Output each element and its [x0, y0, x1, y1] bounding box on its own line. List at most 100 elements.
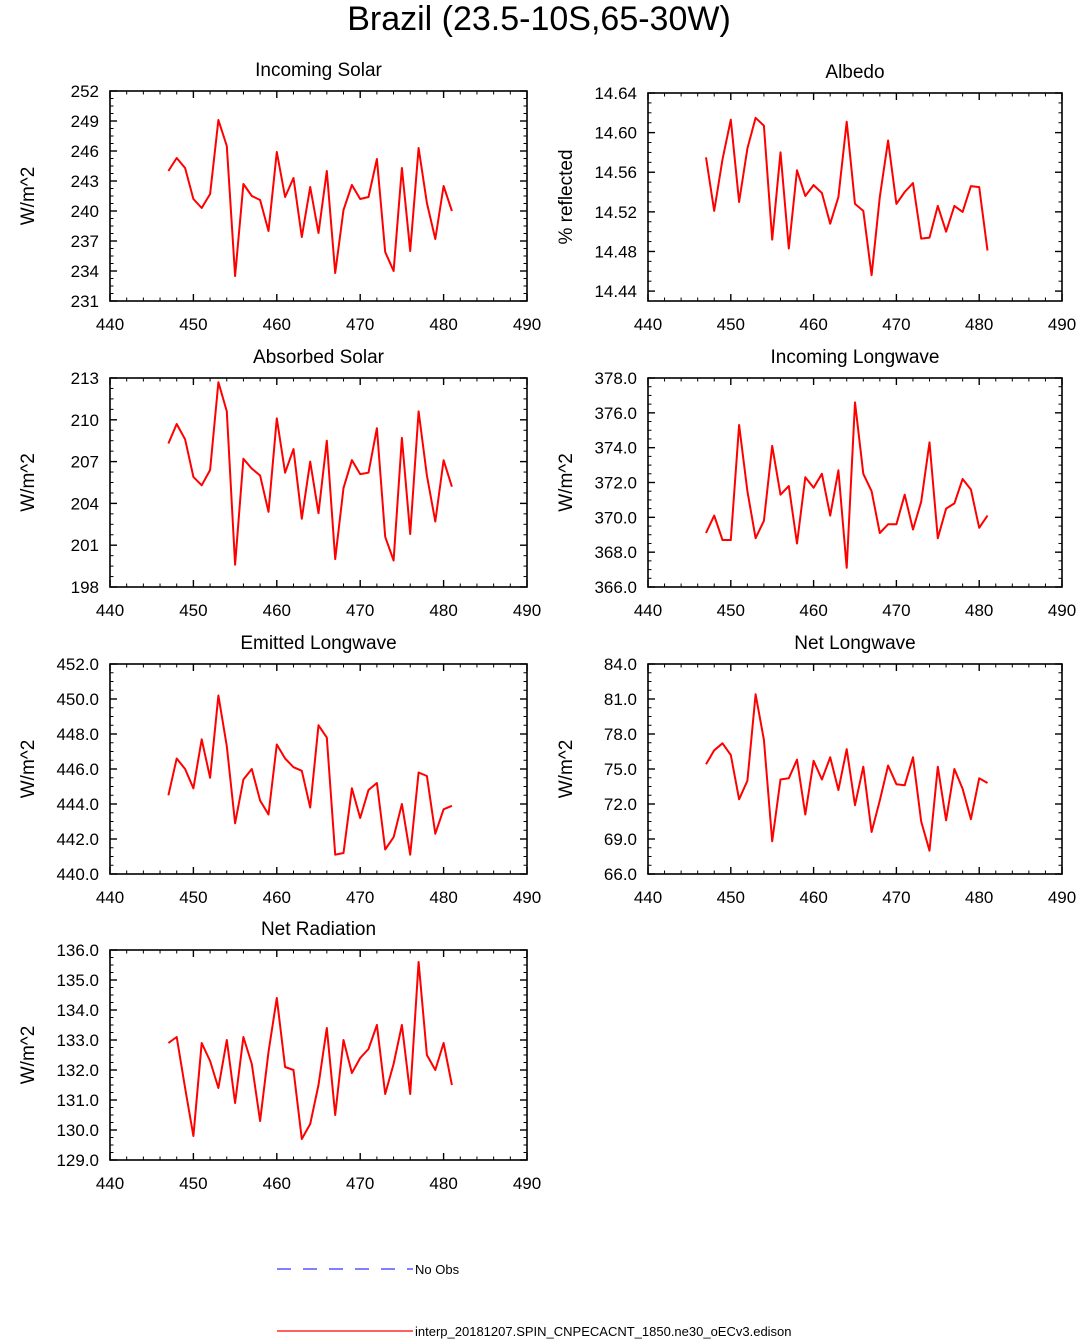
y-tick-label: 240 [71, 202, 99, 221]
data-point [846, 567, 848, 569]
data-point [862, 765, 864, 767]
data-point [804, 813, 806, 815]
data-point [401, 437, 403, 439]
data-point [730, 539, 732, 541]
y-tick-label: 446.0 [56, 760, 99, 779]
series-line-model [167, 961, 453, 1140]
data-point [978, 186, 980, 188]
y-tick-label: 442.0 [56, 830, 99, 849]
data-point [434, 833, 436, 835]
plot-frame [647, 92, 1063, 302]
panel-title: Emitted Longwave [240, 633, 396, 654]
data-point [970, 185, 972, 187]
data-point [267, 230, 269, 232]
x-tick-label: 460 [799, 601, 827, 620]
y-tick-label: 69.0 [604, 830, 637, 849]
data-point [176, 423, 178, 425]
data-point [451, 1084, 453, 1086]
data-point [167, 442, 169, 444]
data-point [721, 539, 723, 541]
data-point [234, 1102, 236, 1104]
data-point [754, 537, 756, 539]
data-point [284, 757, 286, 759]
x-tick-label: 460 [263, 601, 291, 620]
data-point [351, 787, 353, 789]
data-point [721, 742, 723, 744]
x-tick-label: 470 [346, 601, 374, 620]
data-point [763, 739, 765, 741]
x-tick-label: 490 [513, 888, 541, 907]
data-point [209, 469, 211, 471]
data-point [879, 196, 881, 198]
data-point [201, 207, 203, 209]
data-point [376, 427, 378, 429]
panel-6: Net Longwave W/m^2 440 450 460 470 480 490 66.0 6… [556, 633, 1076, 907]
data-point [292, 1069, 294, 1071]
data-point [234, 564, 236, 566]
data-point [334, 1114, 336, 1116]
series-line-model [167, 381, 453, 566]
y-tick-label: 136.0 [56, 941, 99, 960]
data-point [209, 193, 211, 195]
data-point [986, 249, 988, 251]
data-point [788, 247, 790, 249]
x-tick-label: 470 [346, 888, 374, 907]
data-point [945, 230, 947, 232]
data-point [746, 147, 748, 149]
y-tick-label: 130.0 [56, 1121, 99, 1140]
x-tick-label: 490 [513, 601, 541, 620]
data-point [234, 822, 236, 824]
data-point [754, 117, 756, 119]
data-point [771, 445, 773, 447]
data-point [804, 476, 806, 478]
data-point [292, 766, 294, 768]
x-tick-label: 450 [717, 888, 745, 907]
data-point [401, 1024, 403, 1026]
series-line-model [705, 116, 989, 277]
data-point [301, 518, 303, 520]
data-point [409, 1093, 411, 1095]
y-axis-label: W/m^2 [18, 740, 39, 799]
data-point [804, 195, 806, 197]
x-tick-label: 470 [882, 315, 910, 334]
data-point [953, 502, 955, 504]
y-axis-label: W/m^2 [18, 1026, 39, 1085]
data-point [326, 440, 328, 442]
y-tick-label: 246 [71, 142, 99, 161]
data-point [342, 852, 344, 854]
y-tick-label: 366.0 [594, 578, 637, 597]
data-point [351, 184, 353, 186]
y-tick-label: 210 [71, 411, 99, 430]
x-tick-label: 490 [1048, 888, 1076, 907]
data-point [367, 789, 369, 791]
data-point [920, 820, 922, 822]
data-point [276, 743, 278, 745]
data-point [351, 459, 353, 461]
y-tick-label: 14.44 [594, 282, 637, 301]
data-point [317, 724, 319, 726]
data-point [895, 203, 897, 205]
y-tick-label: 135.0 [56, 971, 99, 990]
x-tick-label: 440 [96, 315, 124, 334]
y-axis-label: W/m^2 [556, 453, 577, 512]
panel-title: Albedo [825, 62, 884, 83]
y-tick-label: 134.0 [56, 1001, 99, 1020]
data-point [862, 473, 864, 475]
y-tick-label: 14.60 [594, 124, 637, 143]
data-point [821, 778, 823, 780]
panel-title: Incoming Longwave [771, 347, 940, 368]
data-point [392, 836, 394, 838]
data-point [821, 192, 823, 194]
data-point [426, 474, 428, 476]
data-point [937, 537, 939, 539]
y-tick-label: 374.0 [594, 439, 637, 458]
data-point [754, 693, 756, 695]
data-point [903, 191, 905, 193]
data-point [392, 270, 394, 272]
data-point [176, 1036, 178, 1038]
y-axis-label: % reflected [556, 149, 577, 244]
data-point [217, 1087, 219, 1089]
x-tick-label: 490 [513, 315, 541, 334]
data-point [854, 804, 856, 806]
data-point [903, 493, 905, 495]
